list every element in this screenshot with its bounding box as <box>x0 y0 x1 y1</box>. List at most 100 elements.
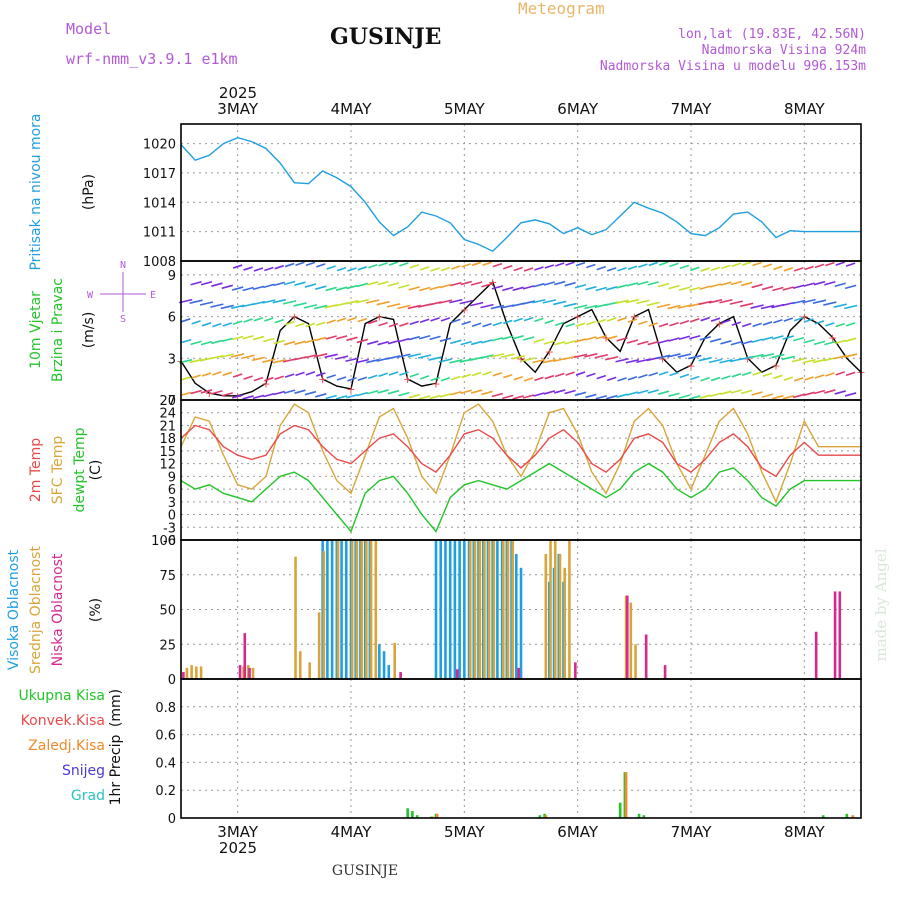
cloud-bar-low_cloud-10 <box>663 665 667 679</box>
wind-arrow-3-440 <box>440 317 451 322</box>
temperature-series-tsfc <box>180 403 861 504</box>
wind-arrow-4--110 <box>180 338 192 344</box>
temperature-ytick-11: 27 <box>159 394 176 409</box>
wind-arrow-7-638 <box>533 392 545 397</box>
wind-arrow-0-704 <box>565 261 575 266</box>
wind-arrow-2-440 <box>438 299 453 304</box>
cloud-ytick-4: 100 <box>151 534 176 549</box>
precip-bar-precip_total-10 <box>642 815 646 818</box>
wind-point-24: + <box>516 352 525 365</box>
wind-arrow-2--66 <box>199 301 214 306</box>
wind-arrow-3-352 <box>399 322 409 327</box>
wind-arrow-2-286 <box>366 299 380 304</box>
cloud-bar-mid_cloud-17 <box>369 540 373 679</box>
wind-arrow-3-1144 <box>773 319 783 324</box>
wind-arrow-7-66 <box>263 392 275 398</box>
cloud-ytick-0: 0 <box>168 673 176 688</box>
wind-arrow-1-880 <box>647 281 659 286</box>
cloud-bar-high_cloud-20 <box>463 540 466 679</box>
wind-arrow-6-1078 <box>741 371 752 376</box>
wind-arrow-1-968 <box>689 286 701 292</box>
wind-arrow-4-110 <box>283 340 296 346</box>
wind-arrow-3-396 <box>419 318 430 324</box>
wind-arrow-4-352 <box>398 337 410 343</box>
wind-arrow-7--66 <box>200 389 213 394</box>
wind-arrow-7-726 <box>574 391 587 397</box>
wind-arrow-0-1012 <box>710 266 721 272</box>
wind-arrow-0-154 <box>305 261 316 267</box>
wind-arrow-4-462 <box>450 339 462 345</box>
wind-arrow-1-66 <box>263 283 275 289</box>
wind-arrow-1-726 <box>574 283 587 289</box>
wind-ytick-1: 3 <box>168 352 176 367</box>
wind-arrow-5-66 <box>262 358 276 363</box>
wind-arrow-0-132 <box>295 261 305 266</box>
wind-point-20: + <box>460 304 469 317</box>
cloud-bar-mid_cloud-1 <box>190 665 193 679</box>
compass-e: E <box>150 290 156 301</box>
wind-ytick-0: 0 <box>168 394 176 409</box>
wind-arrow-4--44 <box>211 339 223 345</box>
wind-arrow-6-220 <box>336 376 347 381</box>
wind-arrow-3-1188 <box>793 316 804 322</box>
wind-arrow-1-858 <box>637 280 649 286</box>
pressure-frame <box>180 123 862 262</box>
wind-arrow-5-726 <box>573 353 588 359</box>
pressure-ytick-4: 1020 <box>143 138 176 153</box>
wind-arrow-6-1210 <box>804 376 814 381</box>
wind-arrow-1--22 <box>221 284 233 290</box>
cloud-ylabel: Visoka Oblacnost <box>6 549 22 670</box>
cloud-bar-mid_cloud-33 <box>563 567 566 679</box>
wind-arrow-5-1166 <box>781 355 795 361</box>
wind-arrow-4--66 <box>200 340 213 346</box>
wind-arrow-1-330 <box>387 282 400 287</box>
wind-arrow-4-198 <box>325 335 337 340</box>
precip-frame <box>180 678 862 819</box>
wind-arrow-2-1012 <box>708 299 723 304</box>
wind-arrow-2-110 <box>282 300 297 305</box>
wind-arrow-6-638 <box>534 376 544 382</box>
wind-arrow-0-1166 <box>783 267 794 272</box>
wind-arrow-7-528 <box>481 390 493 396</box>
wind-arrow-3-770 <box>596 318 607 324</box>
wind-arrow-2-66 <box>262 299 276 304</box>
wind-arrow-2-814 <box>615 299 629 305</box>
wind-arrow-6-616 <box>523 377 534 382</box>
bottom-day-label-1: 4MAY <box>331 823 373 841</box>
wind-arrow-0-836 <box>627 265 638 271</box>
wind-arrow-3--44 <box>212 322 222 328</box>
wind-compass: N S E W <box>87 260 156 325</box>
wind-arrow-4-1012 <box>709 338 722 343</box>
wind-arrow-3-748 <box>586 320 596 326</box>
wind-arrow-3-660 <box>544 319 555 325</box>
wind-arrow-7-924 <box>668 392 680 398</box>
wind-arrow-3--66 <box>201 322 212 327</box>
wind-arrow-5-528 <box>480 354 494 359</box>
wind-arrow-0-858 <box>638 263 648 268</box>
footer-location: GUSINJE <box>332 863 398 879</box>
wind-arrow-6-1056 <box>731 373 742 378</box>
wind-arrow-6-66 <box>264 376 274 382</box>
wind-arrow-1-1056 <box>730 280 743 286</box>
wind-arrow-5-748 <box>584 353 598 358</box>
wind-arrow-4-330 <box>387 339 400 345</box>
wind-arrow-1-638 <box>533 282 545 288</box>
wind-arrow-7-836 <box>626 391 639 396</box>
compass-n: N <box>120 260 126 271</box>
wind-arrow-7-110 <box>283 389 296 394</box>
wind-arrow-6--44 <box>212 371 222 376</box>
wind-arrow-3-1056 <box>731 321 742 326</box>
wind-arrow-4-1188 <box>792 336 805 342</box>
wind-arrow-5-1188 <box>791 357 806 363</box>
wind-arrow-4-748 <box>585 336 597 341</box>
wind-arrow-2-0 <box>230 304 245 310</box>
wind-arrow-1-1034 <box>720 281 732 286</box>
wind-arrow-1--44 <box>211 282 223 287</box>
wind-point-38: + <box>715 318 724 331</box>
cloud-bar-mid_cloud-15 <box>360 540 363 679</box>
precip-bar-precip_total-0 <box>406 808 409 818</box>
wind-arrow-0-770 <box>596 265 607 271</box>
wind-arrow-7-506 <box>470 389 483 394</box>
wind-arrow-4-682 <box>554 340 566 346</box>
wind-arrow-4-770 <box>595 335 607 340</box>
